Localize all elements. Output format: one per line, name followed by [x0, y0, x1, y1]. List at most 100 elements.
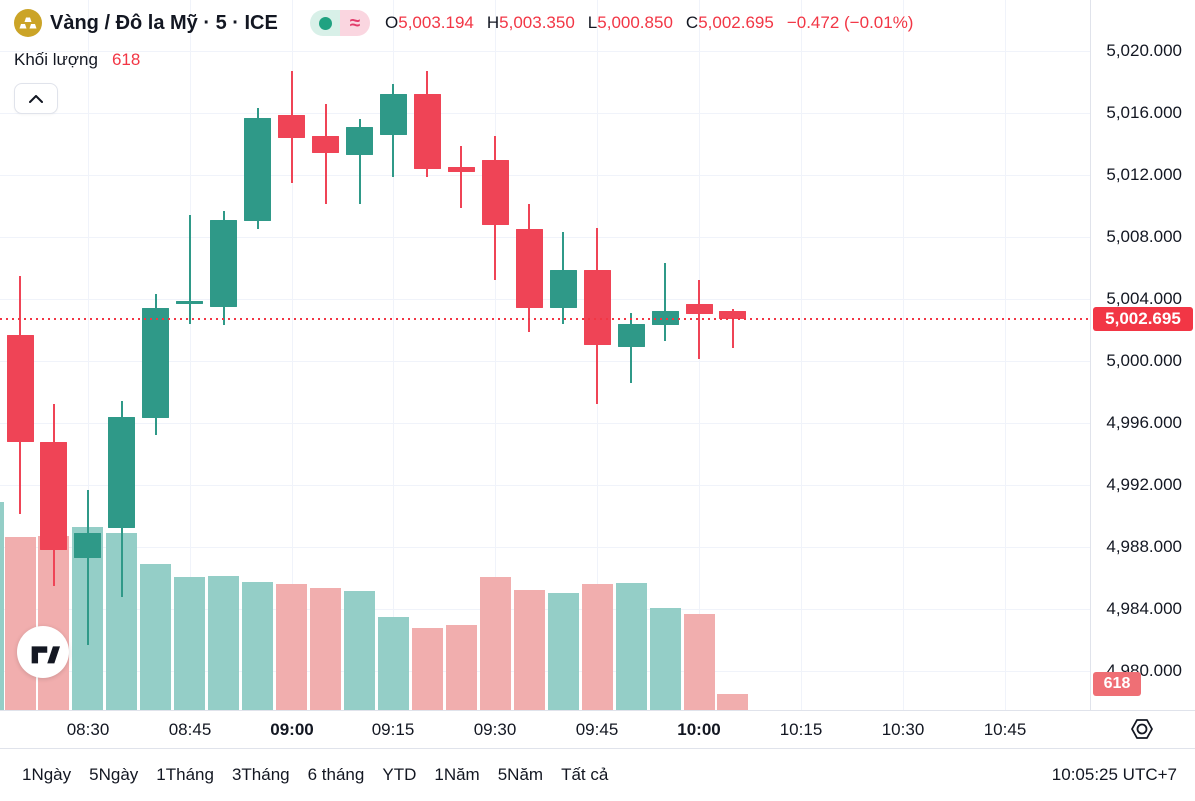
time-tick-label: 10:45: [983, 720, 1027, 739]
volume-value: 618: [111, 50, 141, 69]
candle[interactable]: [108, 416, 136, 529]
v-gridline: [801, 0, 802, 710]
chart-pane[interactable]: Vàng / Đô la Mỹ · 5 · ICE ≈ O5,003.194 H…: [0, 0, 1090, 710]
candle[interactable]: [583, 269, 611, 346]
volume-bar: [479, 577, 511, 710]
volume-bar-edge: [0, 502, 4, 710]
price-tick-label: 5,020.000: [1106, 41, 1182, 60]
last-volume-badge: 618: [1093, 672, 1141, 696]
last-price-badge: 5,002.695: [1093, 307, 1193, 332]
v-gridline: [903, 0, 904, 710]
range-button-5năm[interactable]: 5Năm: [497, 765, 544, 784]
price-tick-label: 5,008.000: [1106, 227, 1182, 246]
candle[interactable]: [142, 308, 170, 419]
h-gridline: [0, 51, 1090, 52]
change-value: −0.472 (−0.01%): [786, 13, 914, 32]
price-tick-label: 4,992.000: [1106, 475, 1182, 494]
candle[interactable]: [685, 303, 713, 315]
candle-wick: [731, 309, 734, 348]
candle[interactable]: [719, 311, 747, 320]
high-label: H: [486, 13, 500, 32]
volume-bar: [615, 583, 647, 710]
chevron-up-icon: [29, 94, 43, 103]
market-open-dot-icon: [318, 16, 332, 30]
candle[interactable]: [40, 441, 68, 551]
candle[interactable]: [244, 117, 272, 222]
v-gridline: [495, 0, 496, 710]
low-value: 5,000.850: [597, 13, 673, 32]
candle[interactable]: [346, 126, 373, 155]
range-button-3tháng[interactable]: 3Tháng: [231, 765, 290, 784]
volume-bar: [513, 590, 545, 710]
tradingview-logo-icon: [31, 646, 60, 664]
range-button-1tháng[interactable]: 1Tháng: [156, 765, 214, 784]
candle[interactable]: [617, 323, 645, 348]
last-price-line: [0, 318, 1090, 320]
range-button-1ngày[interactable]: 1Ngày: [22, 765, 72, 784]
candle[interactable]: [481, 159, 509, 225]
clock[interactable]: 10:05:25 UTC+7: [1051, 765, 1177, 784]
volume-bar: [4, 537, 36, 710]
candle-wick: [324, 103, 327, 205]
symbol-logo-gold-icon: [14, 9, 42, 37]
h-gridline: [0, 423, 1090, 424]
candle[interactable]: [447, 167, 475, 172]
volume-bar: [411, 628, 443, 710]
h-gridline: [0, 485, 1090, 486]
candle[interactable]: [549, 269, 577, 309]
axis-settings-icon[interactable]: [1126, 715, 1158, 743]
h-gridline: [0, 113, 1090, 114]
collapse-pane-button[interactable]: [14, 83, 58, 114]
time-axis[interactable]: 08:30 08:45 09:00 09:15 09:30 09:45 10:00 10:15…: [0, 710, 1195, 748]
range-button-1năm[interactable]: 1Năm: [434, 765, 480, 784]
candle[interactable]: [210, 219, 238, 307]
h-gridline: [0, 175, 1090, 176]
price-tick-label: 4,988.000: [1106, 537, 1182, 556]
open-label: O: [385, 13, 399, 32]
tradingview-logo[interactable]: [17, 626, 69, 678]
volume-bar: [581, 584, 613, 710]
price-tick-label: 4,996.000: [1106, 413, 1182, 432]
candle-wick: [188, 215, 191, 324]
volume-bar: [683, 614, 715, 710]
range-toolbar: 1Ngày 5Ngày 1Tháng 3Tháng 6 tháng YTD 1Năm 5Năm…: [0, 748, 1195, 801]
candle[interactable]: [413, 94, 441, 169]
volume-bar: [649, 608, 681, 710]
volume-label[interactable]: Khối lượng: [14, 50, 98, 69]
volume-bar: [276, 584, 308, 710]
range-button-ytd[interactable]: YTD: [382, 765, 417, 784]
candle[interactable]: [278, 114, 306, 138]
candle[interactable]: [312, 136, 340, 154]
symbol-title[interactable]: Vàng / Đô la Mỹ · 5 · ICE: [50, 11, 278, 34]
range-button-tất-cả[interactable]: Tất cả: [561, 765, 609, 784]
range-button-6-tháng[interactable]: 6 tháng: [307, 765, 365, 784]
candle[interactable]: [176, 300, 204, 304]
volume-bar: [445, 625, 477, 710]
price-tick-label: 5,004.000: [1106, 289, 1182, 308]
candle[interactable]: [379, 94, 407, 135]
h-gridline: [0, 609, 1090, 610]
time-tick-label: 10:15: [779, 720, 823, 739]
candle[interactable]: [515, 229, 543, 309]
high-value: 5,003.350: [499, 13, 575, 32]
volume-bar: [174, 577, 206, 710]
volume-legend: Khối lượng 618: [14, 50, 140, 70]
candle-wick: [698, 280, 700, 360]
volume-bar: [140, 564, 172, 710]
v-gridline: [1005, 0, 1006, 710]
candle[interactable]: [74, 533, 102, 558]
volume-bar: [242, 582, 274, 710]
candle[interactable]: [6, 334, 34, 442]
market-status-indicator[interactable]: ≈: [310, 10, 370, 36]
h-gridline: [0, 361, 1090, 362]
volume-bar: [547, 593, 579, 710]
time-tick-label: 09:15: [371, 720, 415, 739]
range-button-5ngày[interactable]: 5Ngày: [89, 765, 139, 784]
candle-wick: [460, 145, 463, 208]
symbol-legend: Vàng / Đô la Mỹ · 5 · ICE ≈ O5,003.194 H…: [14, 9, 913, 37]
candle-wick: [86, 489, 89, 645]
time-tick-label: 08:45: [168, 720, 212, 739]
time-tick-label: 08:30: [66, 720, 110, 739]
price-axis[interactable]: 5,002.695 618 5,020.000 5,016.000 5,012.00…: [1090, 0, 1195, 710]
